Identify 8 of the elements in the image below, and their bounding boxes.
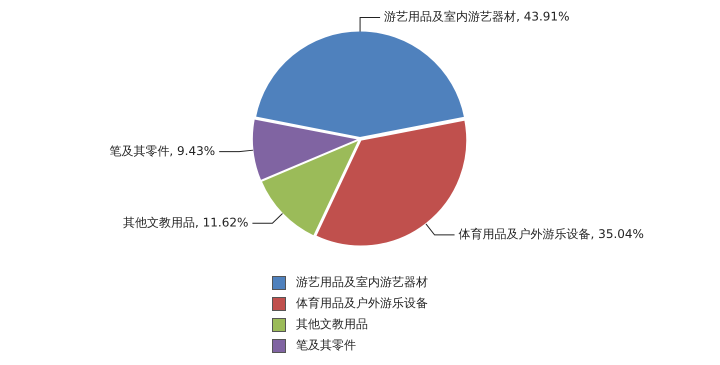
data-label: 体育用品及户外游乐设备, 35.04% <box>458 227 644 242</box>
legend-label: 体育用品及户外游乐设备 <box>296 295 428 312</box>
data-label: 游艺用品及室内游艺器材, 43.91% <box>384 10 570 24</box>
legend-label: 笔及其零件 <box>296 337 356 354</box>
data-label: 其他文教用品, 11.62% <box>123 215 248 230</box>
data-label: 笔及其零件, 9.43% <box>109 144 216 158</box>
legend-label: 其他文教用品 <box>296 316 368 333</box>
legend-label: 游艺用品及室内游艺器材 <box>296 274 428 291</box>
